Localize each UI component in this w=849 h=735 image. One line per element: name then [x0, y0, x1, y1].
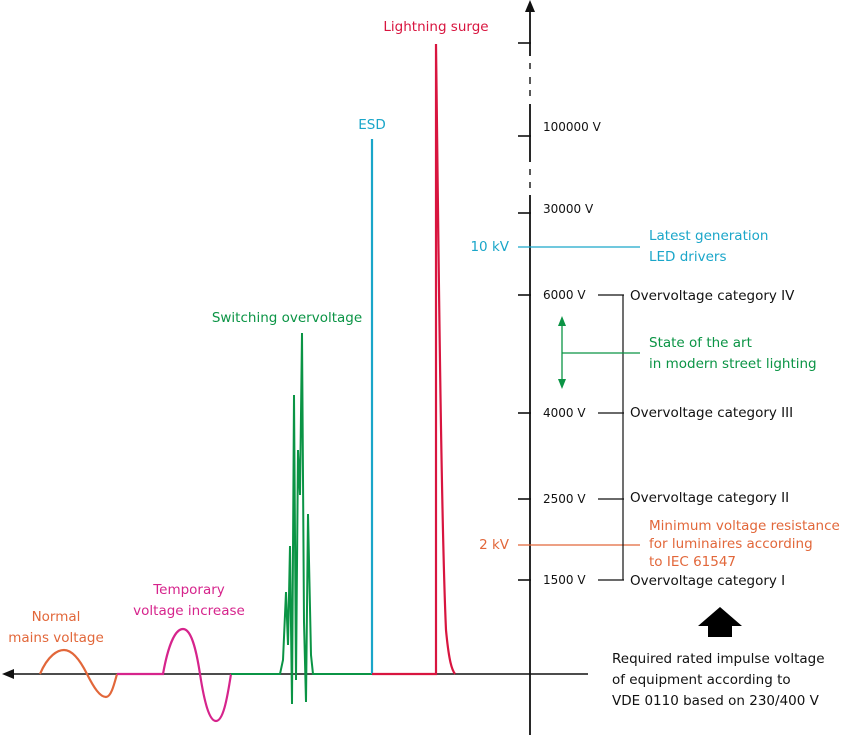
minimum-resistance-line2: for luminaires according: [649, 536, 813, 552]
esd-label: ESD: [358, 117, 386, 133]
mains-label-line2: mains voltage: [8, 630, 104, 646]
footer-line1: Required rated impulse voltage: [612, 651, 825, 667]
temporary-label-line2: voltage increase: [133, 603, 245, 619]
led-drivers-line1: Latest generation: [649, 228, 768, 244]
marker-label-2kv: 2 kV: [479, 537, 510, 553]
lightning-surge-wave: [372, 43, 456, 676]
street-lighting-line1: State of the art: [649, 335, 752, 351]
tick-label-4000: 4000 V: [543, 406, 586, 420]
category-connectors: [598, 294, 624, 581]
temporary-label-line1: Temporary: [152, 582, 225, 598]
arrow-down-icon: [558, 379, 566, 389]
tick-label-1500: 1500 V: [543, 573, 586, 587]
tick-label-100000: 100000 V: [543, 120, 602, 134]
footer-line2: of equipment according to: [612, 672, 791, 688]
category-iii-label: Overvoltage category III: [630, 405, 793, 421]
mains-label-line1: Normal: [32, 609, 81, 625]
tick-label-30000: 30000 V: [543, 202, 594, 216]
led-drivers-line2: LED drivers: [649, 249, 727, 265]
minimum-resistance-line1: Minimum voltage resistance: [649, 518, 840, 534]
axis-ticks: [518, 42, 531, 581]
marker-label-10kv: 10 kV: [470, 239, 509, 255]
category-ii-label: Overvoltage category II: [630, 490, 789, 506]
tick-label-2500: 2500 V: [543, 492, 586, 506]
minimum-resistance-line3: to IEC 61547: [649, 554, 736, 570]
lightning-label: Lightning surge: [383, 19, 488, 35]
tick-label-6000: 6000 V: [543, 288, 586, 302]
street-lighting-line2: in modern street lighting: [649, 356, 817, 372]
category-iv-label: Overvoltage category IV: [630, 288, 795, 304]
category-i-label: Overvoltage category I: [630, 573, 785, 589]
switching-overvoltage-wave: [231, 332, 372, 705]
required-voltage-arrow-icon: [698, 607, 742, 637]
street-lighting-range: [558, 316, 640, 389]
switching-label: Switching overvoltage: [212, 310, 362, 326]
voltage-axis-arrow-icon: [525, 0, 535, 12]
arrow-up-icon: [558, 316, 566, 326]
time-axis-arrow-icon: [2, 669, 14, 679]
mains-voltage-wave: [38, 648, 119, 699]
temporary-increase-wave: [117, 627, 233, 723]
footer-line3: VDE 0110 based on 230/400 V: [612, 693, 820, 709]
